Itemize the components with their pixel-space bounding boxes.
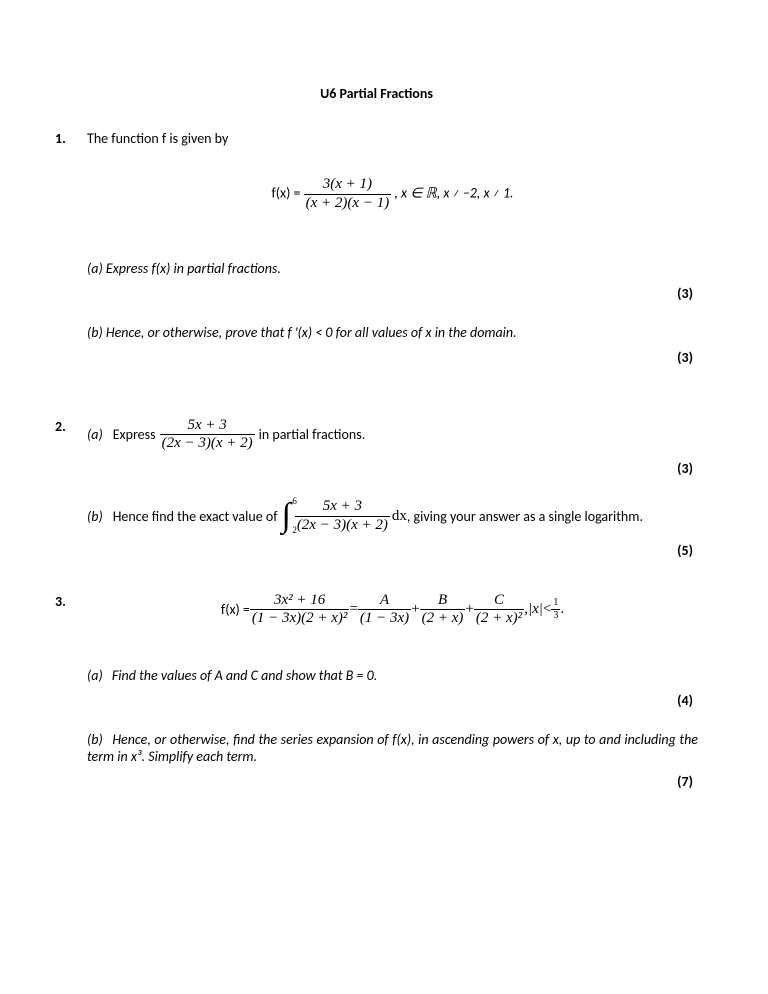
q2a-prefix: Express <box>113 426 156 443</box>
q3a-text: Find the values of A and C and show that… <box>112 667 377 684</box>
q3-t2d: (2 + x) <box>420 610 466 627</box>
question-2: 2. (a) Express 5x + 3 (2x − 3)(x + 2) in… <box>55 418 698 581</box>
q2a-num: 5x + 3 <box>160 418 255 436</box>
question-body-1: The function f is given by f(x) = 3(x + … <box>87 130 698 388</box>
q1-num: 3(x + 1) <box>304 177 392 195</box>
q1a-text: Express f(x) in partial fractions. <box>103 260 281 277</box>
q3-t2n: B <box>420 593 466 611</box>
q1b-label: (b) <box>87 324 103 341</box>
q3-third-n: 1 <box>551 598 560 611</box>
q3a-label: (a) <box>87 667 103 684</box>
q1b-text: Hence, or otherwise, prove that f ′(x) <… <box>103 324 517 341</box>
q1-lhs: f(x) = <box>272 185 304 202</box>
q3-t3d: (2 + x)² <box>474 610 524 627</box>
q3b-text: Hence, or otherwise, find the series exp… <box>87 731 698 765</box>
q1-formula: f(x) = 3(x + 1) (x + 2)(x − 1) , x ∈ ℝ, … <box>87 177 698 212</box>
q3-formula: f(x) = 3x² + 16 (1 − 3x)(2 + x)² = A (1 … <box>87 593 698 628</box>
q3b-label: (b) <box>87 731 103 748</box>
question-1: 1. The function f is given by f(x) = 3(x… <box>55 130 698 388</box>
q1-intro: The function f is given by <box>87 130 698 147</box>
q2-part-b: (b) Hence find the exact value of ∫ 6 2 … <box>87 499 698 534</box>
q3b-marks: (7) <box>87 773 698 790</box>
q3-eq: = <box>349 601 357 618</box>
q3-period: . <box>560 601 564 618</box>
question-body-2: (a) Express 5x + 3 (2x − 3)(x + 2) in pa… <box>87 418 698 581</box>
q2b-suffix: , giving your answer as a single logarit… <box>407 508 643 525</box>
q3-t3n: C <box>474 593 524 611</box>
q2b-marks: (5) <box>87 542 698 559</box>
q1-part-b: (b) Hence, or otherwise, prove that f ′(… <box>87 324 698 341</box>
question-body-3: f(x) = 3x² + 16 (1 − 3x)(2 + x)² = A (1 … <box>87 593 698 813</box>
q3-plus1: + <box>411 601 419 618</box>
q2b-num: 5x + 3 <box>295 499 390 517</box>
q2a-suffix: in partial fractions. <box>259 426 366 443</box>
int-upper: 6 <box>292 497 297 506</box>
q1a-marks: (3) <box>87 285 698 302</box>
q3-main-den: (1 − 3x)(2 + x)² <box>250 610 350 627</box>
q1b-marks: (3) <box>87 349 698 366</box>
q3-absx: x <box>528 601 543 618</box>
document-title: U6 Partial Fractions <box>55 85 698 102</box>
q2a-den: (2x − 3)(x + 2) <box>160 435 255 452</box>
q3-main-num: 3x² + 16 <box>250 593 350 611</box>
q2a-label: (a) <box>87 426 103 443</box>
integral-icon: ∫ 6 2 <box>281 499 290 533</box>
q3-t1d: (1 − 3x) <box>358 610 411 627</box>
q1-cond: , x ∈ ℝ, x ≠ −2, x ≠ 1. <box>394 185 513 202</box>
q3-part-b: (b) Hence, or otherwise, find the series… <box>87 731 698 765</box>
question-3: 3. f(x) = 3x² + 16 (1 − 3x)(2 + x)² = A … <box>55 593 698 813</box>
q3a-marks: (4) <box>87 692 698 709</box>
q3-lt: < <box>543 601 551 618</box>
page-content: U6 Partial Fractions 1. The function f i… <box>0 0 768 864</box>
q3-t1n: A <box>358 593 411 611</box>
q3-third-d: 3 <box>551 610 560 622</box>
question-number-1: 1. <box>55 130 87 388</box>
int-lower: 2 <box>292 526 297 535</box>
q2-part-a: (a) Express 5x + 3 (2x − 3)(x + 2) in pa… <box>87 418 698 453</box>
q2a-marks: (3) <box>87 460 698 477</box>
q3-lhs: f(x) = <box>221 601 250 618</box>
question-number-2: 2. <box>55 418 87 581</box>
q1a-label: (a) <box>87 260 103 277</box>
q3-part-a: (a) Find the values of A and C and show … <box>87 667 698 684</box>
q3-plus2: + <box>465 601 473 618</box>
q1-den: (x + 2)(x − 1) <box>304 195 392 212</box>
q2b-den: (2x − 3)(x + 2) <box>295 517 390 534</box>
q2b-dx: dx <box>392 508 407 525</box>
question-number-3: 3. <box>55 593 87 813</box>
q2b-prefix: Hence find the exact value of <box>113 508 278 525</box>
q2b-label: (b) <box>87 508 103 525</box>
q1-part-a: (a) Express f(x) in partial fractions. <box>87 260 698 277</box>
